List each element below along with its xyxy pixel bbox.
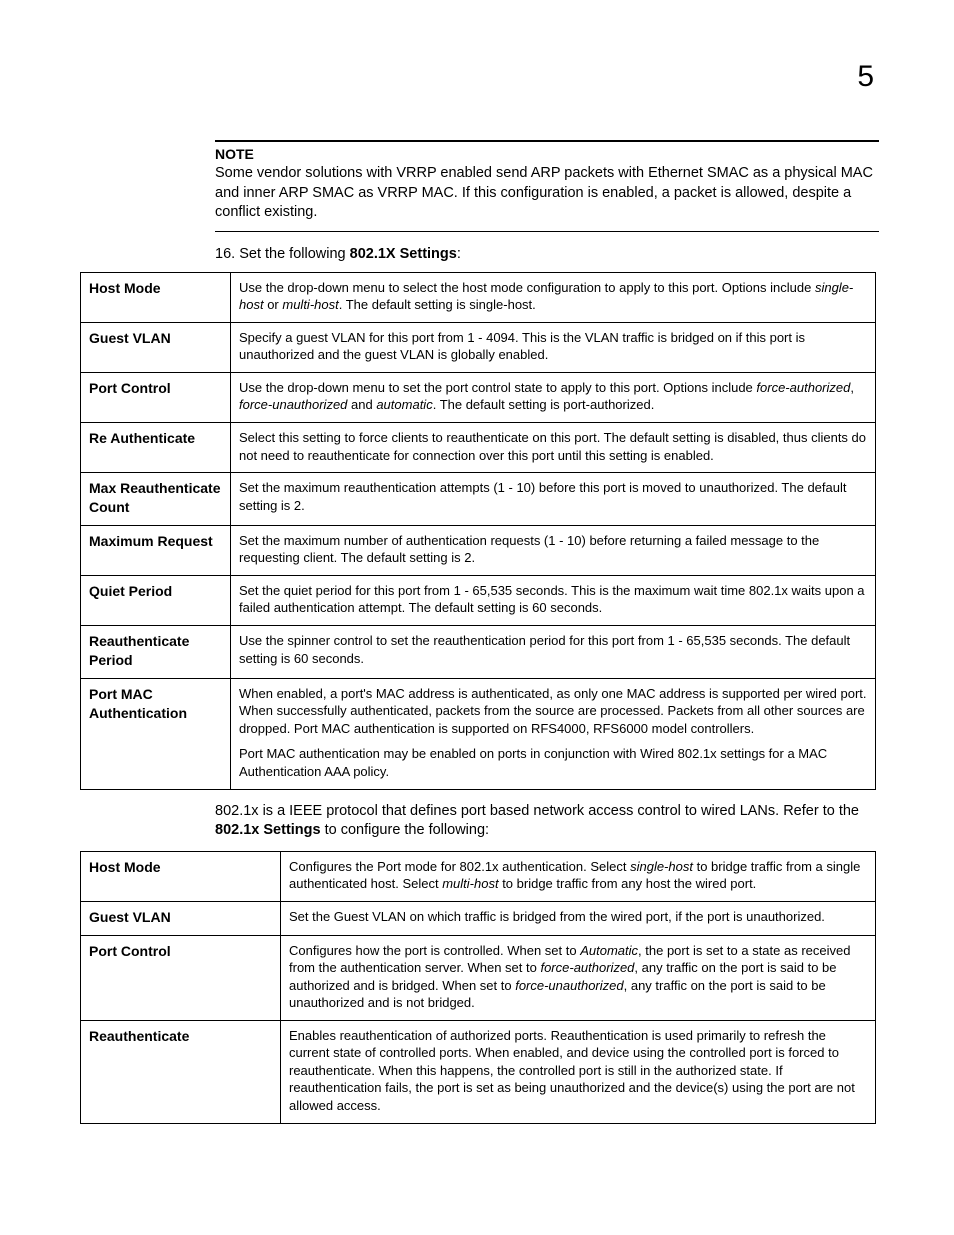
settings-table-2: Host Mode Configures the Port mode for 80… [80,851,876,1124]
text: . The default setting is port-authorized… [433,397,655,412]
table-row: Maximum RequestSet the maximum number of… [81,525,876,575]
step-prefix: Set the following [239,246,349,262]
text: or [264,297,283,312]
text: Configures how the port is controlled. W… [289,943,580,958]
row-description: Use the drop-down menu to set the port c… [231,372,876,422]
midpara-post: to configure the following: [321,822,489,838]
row-label: Re Authenticate [81,422,231,472]
italic-text: multi-host [282,297,338,312]
note-label: NOTE [215,146,879,162]
mid-paragraph: 802.1x is a IEEE protocol that defines p… [215,802,879,841]
text: to bridge traffic from any host the wire… [499,876,757,891]
row-label: Host Mode [81,272,231,322]
row-label: Guest VLAN [81,901,281,935]
row-description: Enables reauthentication of authorized p… [281,1020,876,1123]
row-description: Configures the Port mode for 802.1x auth… [281,851,876,901]
row-description: Use the drop-down menu to select the hos… [231,272,876,322]
row-description: When enabled, a port's MAC address is au… [231,678,876,789]
text: Set the quiet period for this port from … [239,583,865,616]
text: Select this setting to force clients to … [239,430,866,463]
page: 5 NOTE Some vendor solutions with VRRP e… [0,0,954,1235]
table-row: Re AuthenticateSelect this setting to fo… [81,422,876,472]
row-label: Max Reauthenticate Count [81,473,231,526]
italic-text: automatic [376,397,432,412]
row-description: Specify a guest VLAN for this port from … [231,322,876,372]
row-label: Maximum Request [81,525,231,575]
text: Use the drop-down menu to select the hos… [239,280,815,295]
table-row: Guest VLANSpecify a guest VLAN for this … [81,322,876,372]
row-description: Set the Guest VLAN on which traffic is b… [281,901,876,935]
italic-text: force-authorized [540,960,634,975]
text: Specify a guest VLAN for this port from … [239,330,805,363]
text: Enables reauthentication of authorized p… [289,1028,855,1113]
row-description: Set the maximum reauthentication attempt… [231,473,876,526]
text: , [850,380,854,395]
row-label: Reauthenticate [81,1020,281,1123]
table-row: Host Mode Configures the Port mode for 80… [81,851,876,901]
text: Set the Guest VLAN on which traffic is b… [289,909,825,924]
italic-text: force-unauthorized [239,397,347,412]
row-label: Port Control [81,372,231,422]
table-row: Reauthenticate PeriodUse the spinner con… [81,626,876,679]
row-label: Reauthenticate Period [81,626,231,679]
text: Configures the Port mode for 802.1x auth… [289,859,630,874]
italic-text: force-authorized [756,380,850,395]
text: Use the spinner control to set the reaut… [239,633,850,666]
table-row: Max Reauthenticate CountSet the maximum … [81,473,876,526]
note-body: Some vendor solutions with VRRP enabled … [215,164,879,223]
row-description: Use the spinner control to set the reaut… [231,626,876,679]
step-number: 16. [215,246,235,262]
italic-text: force-unauthorized [515,978,623,993]
row-label: Guest VLAN [81,322,231,372]
chapter-number: 5 [857,60,874,94]
row-description: Select this setting to force clients to … [231,422,876,472]
step-bold: 802.1X Settings [350,246,457,262]
step-suffix: : [457,246,461,262]
row-description-extra: Port MAC authentication may be enabled o… [239,745,867,780]
text: Set the maximum reauthentication attempt… [239,480,846,513]
text: Use the drop-down menu to set the port c… [239,380,756,395]
italic-text: Automatic [580,943,638,958]
midpara-pre: 802.1x is a IEEE protocol that defines p… [215,803,859,819]
midpara-bold: 802.1x Settings [215,822,321,838]
italic-text: single-host [630,859,693,874]
text: and [347,397,376,412]
settings-table-1: Host Mode Use the drop-down menu to selec… [80,272,876,790]
table-row: Quiet PeriodSet the quiet period for thi… [81,575,876,625]
row-description: Set the maximum number of authentication… [231,525,876,575]
text: Port MAC authentication may be enabled o… [239,746,827,779]
table-row: ReauthenticateEnables reauthentication o… [81,1020,876,1123]
row-description: Set the quiet period for this port from … [231,575,876,625]
table-row: Port Control Configures how the port is c… [81,935,876,1020]
step-16: 16. Set the following 802.1X Settings: [215,246,879,262]
page-content: NOTE Some vendor solutions with VRRP ena… [215,140,879,1124]
note-block: NOTE Some vendor solutions with VRRP ena… [215,140,879,232]
row-label: Port MAC Authentication [81,678,231,789]
row-label: Host Mode [81,851,281,901]
table-row: Guest VLAN Set the Guest VLAN on which tr… [81,901,876,935]
text: Set the maximum number of authentication… [239,533,819,566]
row-description: Configures how the port is controlled. W… [281,935,876,1020]
table-row: Port Control Use the drop-down menu to se… [81,372,876,422]
text: . The default setting is single-host. [339,297,536,312]
italic-text: multi-host [442,876,498,891]
row-label: Port Control [81,935,281,1020]
table-row: Host Mode Use the drop-down menu to selec… [81,272,876,322]
table-row: Port MAC AuthenticationWhen enabled, a p… [81,678,876,789]
row-label: Quiet Period [81,575,231,625]
text: When enabled, a port's MAC address is au… [239,686,867,736]
